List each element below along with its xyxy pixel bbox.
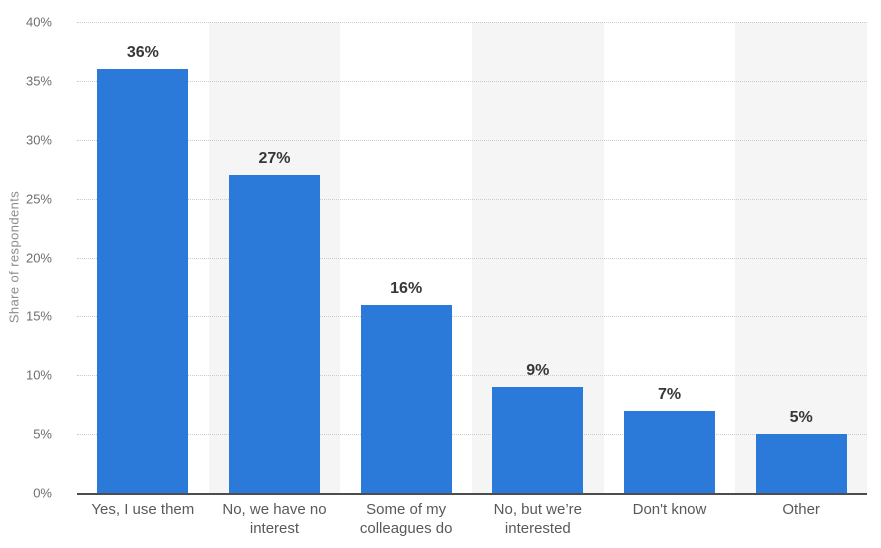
bar-value-label: 9% [526,362,550,380]
gridline [77,316,867,318]
bar [624,410,715,493]
y-axis: 0% 5% 10% 15% 20% 25% 30% 35% 40% [0,15,66,501]
x-axis-label: Some of my colleagues do [359,501,453,537]
y-axis-tick-label: 0% [33,485,52,501]
gridline [77,375,867,377]
gridline [77,434,867,436]
gridline [77,80,867,82]
bar-value-label: 7% [657,385,682,403]
bar [229,175,320,493]
y-axis-tick-label: 15% [25,308,52,324]
bar [97,69,189,493]
y-axis-tick-label: 10% [25,367,52,383]
bar-value-label: 27% [258,150,291,168]
gridline [77,257,867,259]
bar-value-label: 5% [789,409,813,427]
x-axis-label: Don't know [632,501,707,518]
gridline [77,22,867,23]
x-axis-label: No, but we’re interested [493,501,583,537]
y-axis-tick-label: 25% [25,191,52,207]
gridline [77,139,867,141]
y-axis-tick-label: 5% [33,426,52,442]
gridline [77,198,867,200]
bar [360,304,452,493]
bar-value-label: 16% [390,279,423,297]
x-axis-label: Other [782,501,820,518]
bar-value-label: 36% [126,44,159,62]
bar [755,434,847,493]
x-axis-label: No, we have no interest [222,501,327,537]
x-axis-label: Yes, I use them [91,501,195,518]
y-axis-tick-label: 40% [25,14,52,30]
y-axis-tick-label: 30% [25,132,52,148]
y-axis-tick-label: 20% [25,250,52,265]
y-axis-tick-label: 35% [25,73,52,89]
plot-area: 36% 27% 16% 9% 7% 5% [77,22,867,495]
bar [492,387,584,493]
